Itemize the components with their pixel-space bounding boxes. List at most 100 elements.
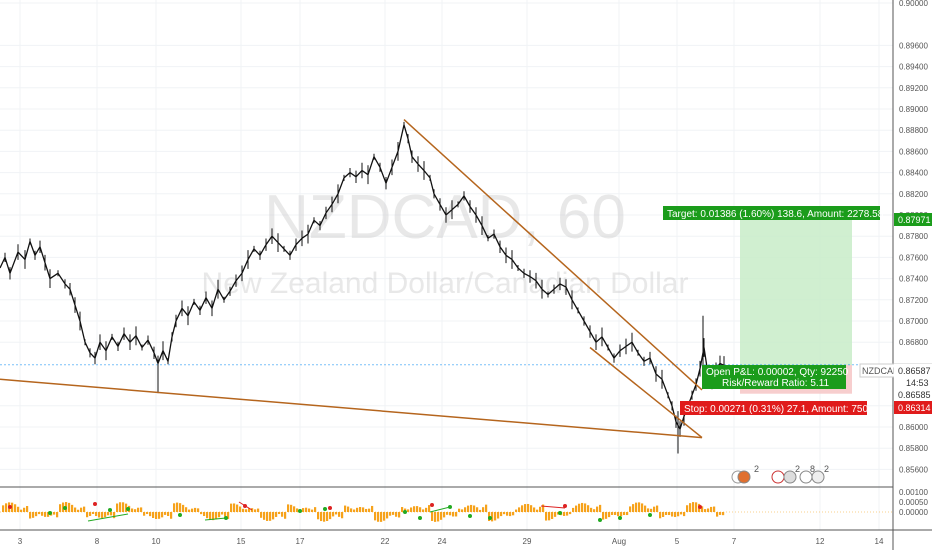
oscillator-bar bbox=[266, 512, 269, 521]
divergence-line bbox=[540, 505, 566, 509]
countdown-badge: 14:53 bbox=[894, 377, 932, 389]
oscillator-bar bbox=[122, 502, 125, 512]
oscillator-dot bbox=[618, 516, 622, 520]
oscillator-bar bbox=[77, 509, 80, 512]
oscillator-bar bbox=[701, 506, 704, 512]
oscillator-bar bbox=[665, 512, 668, 516]
oscillator-bar bbox=[536, 509, 539, 512]
price-tick-label: 0.87400 bbox=[899, 275, 928, 284]
oscillator-bar bbox=[500, 512, 503, 517]
watermark-symbol: NZDCAD, 60 bbox=[264, 183, 626, 252]
oscillator-bar bbox=[581, 502, 584, 512]
oscillator-bar bbox=[686, 505, 689, 512]
oscillator-bar bbox=[593, 509, 596, 512]
oscillator-bar bbox=[326, 512, 329, 522]
oscillator-bar bbox=[641, 503, 644, 512]
oscillator-bar bbox=[371, 505, 374, 512]
time-tick-label: 7 bbox=[732, 537, 737, 546]
event-marker-group-c[interactable]: 8 2 bbox=[799, 464, 829, 484]
flag-icon bbox=[771, 470, 785, 484]
target-label[interactable]: Target: 0.01386 (1.60%) 138.6, Amount: 2… bbox=[663, 206, 884, 220]
time-tick-label: 5 bbox=[675, 537, 680, 546]
oscillator-bar bbox=[659, 512, 662, 519]
time-axis[interactable]: 3 8 10 15 17 22 24 29 Aug 5 7 12 14 bbox=[18, 537, 884, 546]
oscillator-bar bbox=[143, 512, 146, 516]
price-tick-label: 0.88600 bbox=[899, 147, 928, 156]
price-tick-label: 0.86800 bbox=[899, 338, 928, 347]
time-tick-label: 14 bbox=[875, 537, 884, 546]
trendline[interactable] bbox=[0, 378, 703, 439]
oscillator-bar bbox=[596, 506, 599, 512]
oscillator-bar bbox=[692, 502, 695, 512]
time-tick-label: 17 bbox=[296, 537, 305, 546]
entry-price-label: 0.86585 bbox=[898, 390, 931, 400]
time-tick-label: 29 bbox=[523, 537, 532, 546]
oscillator-dot bbox=[323, 507, 327, 511]
oscillator-bar bbox=[716, 512, 719, 517]
oscillator-dot bbox=[563, 504, 567, 508]
target-zone[interactable] bbox=[740, 218, 852, 365]
oscillator-bar bbox=[362, 507, 365, 512]
stop-label[interactable]: Stop: 0.00271 (0.31%) 27.1, Amount: 750 bbox=[680, 401, 868, 415]
countdown-label: 14:53 bbox=[906, 378, 929, 388]
oscillator-bar bbox=[437, 512, 440, 522]
trendline[interactable] bbox=[589, 346, 703, 439]
oscillator-bar bbox=[386, 512, 389, 519]
price-axis[interactable]: 0.90000 0.89600 0.89400 0.89200 0.89000 0.888… bbox=[859, 0, 932, 474]
oscillator-bar bbox=[338, 512, 341, 517]
oscillator-bar bbox=[461, 509, 464, 512]
oscillator-bar bbox=[329, 512, 332, 520]
oscillator-bar bbox=[485, 504, 488, 512]
oscillator-bar bbox=[179, 503, 182, 512]
oscillator-bar bbox=[56, 512, 59, 518]
oscillator-bar bbox=[542, 504, 545, 512]
oscillator-bar bbox=[611, 512, 614, 515]
oscillator-bar bbox=[311, 509, 314, 512]
price-tick-label: 0.90000 bbox=[899, 0, 928, 8]
oscillator-bar bbox=[278, 512, 281, 515]
oscillator-bar bbox=[626, 512, 629, 516]
trendlines[interactable] bbox=[0, 119, 703, 439]
divergence-line bbox=[204, 517, 227, 521]
oscillator-bar bbox=[263, 512, 266, 520]
oscillator-bar bbox=[608, 512, 611, 518]
oscillator-bar bbox=[257, 508, 260, 512]
oscillator-tick-label: 0.00050 bbox=[899, 498, 928, 507]
oscillator-bar bbox=[170, 512, 173, 519]
oscillator-series bbox=[2, 501, 725, 522]
price-tick-label: 0.86000 bbox=[899, 423, 928, 432]
current-price-label: 0.86587 bbox=[898, 366, 931, 376]
oscillator-bar bbox=[200, 512, 203, 515]
oscillator-bar bbox=[158, 512, 161, 519]
price-tick-label: 0.89600 bbox=[899, 41, 928, 50]
oscillator-bar bbox=[149, 512, 152, 517]
oscillator-bar bbox=[227, 512, 230, 519]
symbol-price-badge: NZDCAD 0.86587 bbox=[859, 363, 932, 378]
oscillator-bar bbox=[413, 506, 416, 512]
oscillator-bar bbox=[395, 512, 398, 517]
event-marker-group-a[interactable]: 2 bbox=[731, 464, 759, 484]
divergence-line bbox=[238, 501, 253, 511]
oscillator-bar bbox=[53, 512, 56, 515]
oscillator-bar bbox=[203, 512, 206, 517]
oscillator-bar bbox=[134, 509, 137, 512]
oscillator-bar bbox=[59, 504, 62, 512]
event-markers[interactable]: 2 2 8 2 bbox=[731, 464, 829, 484]
stop-price-badge: 0.86314 bbox=[894, 401, 932, 414]
oscillator-bar bbox=[284, 512, 287, 519]
oscillator-bar bbox=[479, 509, 482, 512]
event-marker-group-b[interactable]: 2 bbox=[771, 464, 800, 484]
price-tick-label: 0.87200 bbox=[899, 296, 928, 305]
oscillator-bar bbox=[470, 504, 473, 512]
trendline[interactable] bbox=[403, 119, 703, 391]
open-pnl-label[interactable]: Open P&L: 0.00002, Qty: 92250 Risk/Rewar… bbox=[702, 365, 849, 389]
oscillator-bar bbox=[35, 512, 38, 517]
oscillator-bar bbox=[476, 507, 479, 512]
oscillator-bar bbox=[47, 512, 50, 517]
oscillator-bar bbox=[206, 512, 209, 519]
flag-icon bbox=[811, 470, 825, 484]
oscillator-bar bbox=[167, 512, 170, 517]
oscillator-bar bbox=[584, 503, 587, 512]
oscillator-bar bbox=[341, 512, 344, 519]
